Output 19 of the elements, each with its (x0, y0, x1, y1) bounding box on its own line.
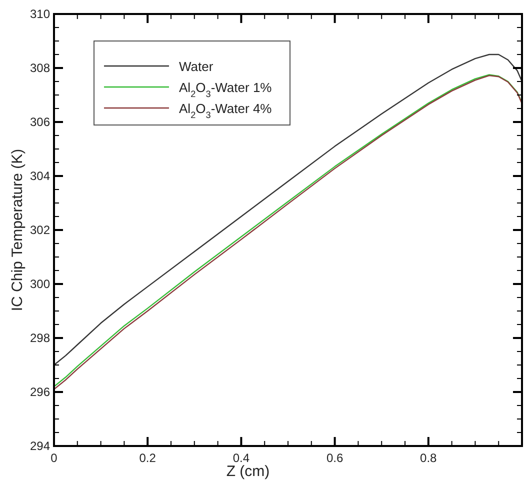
y-tick-label: 304 (30, 169, 50, 183)
y-tick-label: 298 (30, 331, 50, 345)
x-tick-label: 0.2 (139, 451, 156, 465)
y-tick-label: 308 (30, 61, 50, 75)
y-tick-label: 310 (30, 7, 50, 21)
x-tick-label: 0.6 (326, 451, 344, 465)
y-axis-title: IC Chip Temperature (K) (9, 148, 26, 312)
x-axis-title: Z (cm) (226, 463, 270, 480)
x-tick-label: 0 (50, 451, 58, 465)
x-tick-label: 0.4 (232, 451, 250, 465)
legend-label: Water (179, 59, 214, 74)
y-tick-label: 300 (30, 277, 50, 291)
y-tick-label: 294 (30, 439, 50, 453)
y-tick-label: 296 (30, 385, 50, 399)
legend-label: Al$_{2}$O$_{3}$-Water 4% (179, 101, 272, 120)
legend-label: Al$_{2}$O$_{3}$-Water 1% (179, 80, 272, 99)
y-tick-label: 306 (30, 115, 50, 129)
y-tick-label: 302 (30, 223, 50, 237)
x-tick-label: 0.8 (420, 451, 438, 465)
